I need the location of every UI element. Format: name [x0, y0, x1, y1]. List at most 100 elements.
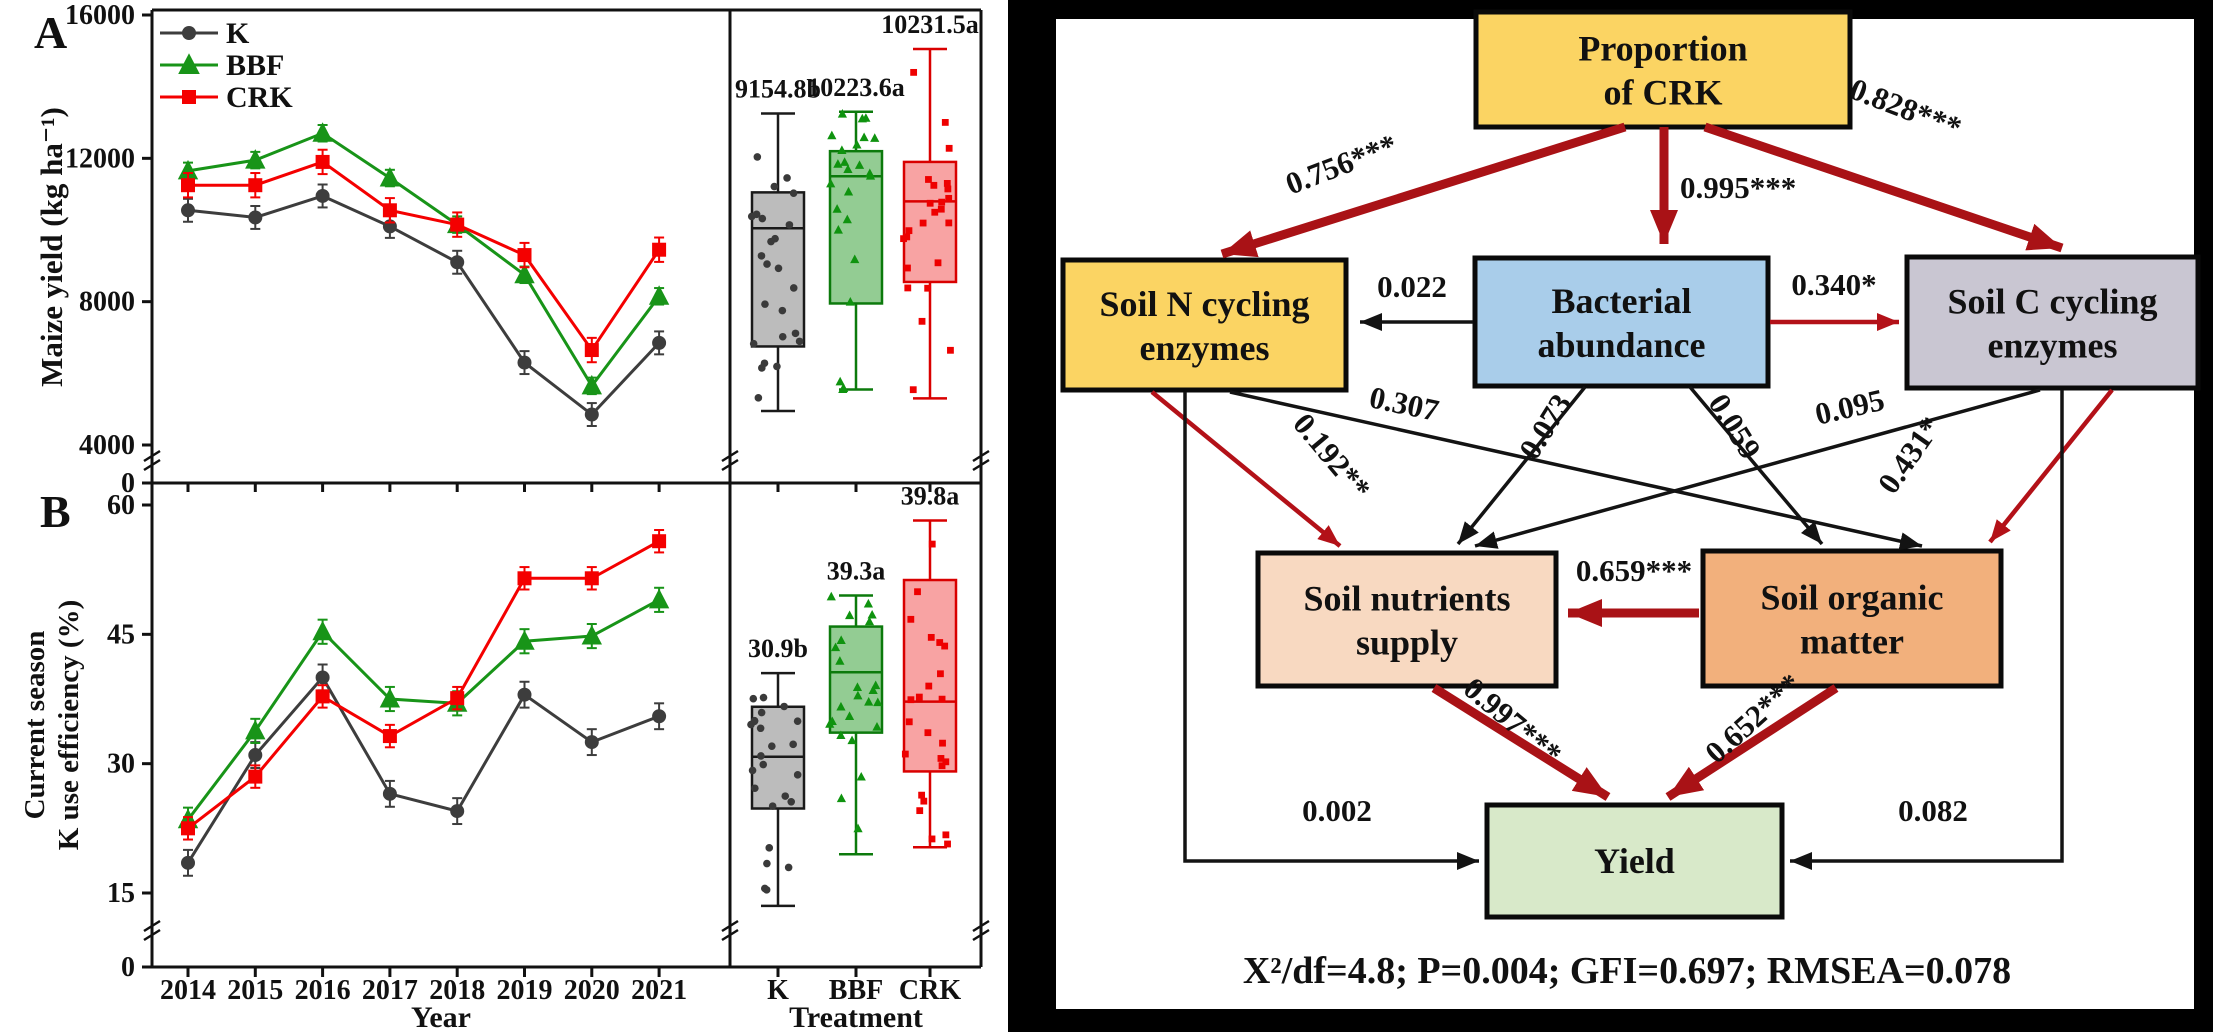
jitter-point [857, 113, 867, 123]
jitter-point [903, 233, 911, 241]
jitter-point [938, 695, 946, 703]
legend-label: K [226, 17, 250, 50]
jitter-point [761, 884, 769, 893]
data-point-K [248, 210, 263, 225]
jitter-point [763, 859, 771, 868]
jitter-point [944, 185, 952, 193]
jitter-point [759, 693, 768, 702]
jitter-point [872, 721, 882, 731]
jitter-point [757, 708, 766, 717]
data-point-BBF [648, 588, 670, 609]
jitter-point [836, 730, 846, 740]
data-point-CRK [382, 729, 397, 744]
jitter-point [927, 633, 935, 641]
sem-path-0.095 [1474, 388, 2041, 549]
treatment-tick-label: BBF [829, 975, 883, 1006]
jitter-point [752, 210, 761, 219]
sem-path-0.431* [1988, 388, 2114, 544]
sem-node-label-soil-n: enzymes [1140, 328, 1270, 368]
jitter-point [757, 752, 765, 760]
sem-coef-label: 0.995*** [1680, 170, 1796, 205]
sem-path-0.828*** [1703, 122, 2064, 253]
jitter-point [835, 656, 845, 665]
jitter-point [757, 252, 766, 260]
axis-line [972, 449, 990, 463]
data-point-K [181, 203, 195, 218]
jitter-point [941, 119, 949, 126]
jitter-point [793, 717, 802, 725]
sem-node-label-nutrients: Soil nutrients [1303, 579, 1510, 619]
jitter-point [750, 717, 759, 726]
jitter-point [837, 145, 847, 155]
sem-node-label-bacterial: abundance [1537, 325, 1705, 365]
jitter-point [759, 760, 768, 769]
jitter-point [938, 198, 946, 206]
jitter-point [925, 176, 932, 183]
jitter-point [785, 221, 794, 229]
jitter-point [827, 716, 837, 726]
treatment-tick-label: K [767, 975, 789, 1006]
year-tick-label: 2018 [429, 975, 485, 1006]
sem-node-label-organic: Soil organic [1760, 578, 1943, 618]
data-point-K [181, 855, 195, 870]
jitter-point [756, 724, 765, 733]
series-line-K [187, 194, 661, 417]
y-tick-label: 30 [107, 749, 135, 780]
jitter-point [761, 300, 769, 308]
data-point-CRK [652, 242, 667, 257]
data-point-K [315, 188, 330, 203]
data-point-CRK [248, 769, 263, 784]
axis-line [143, 449, 161, 463]
jitter-point [795, 337, 804, 346]
year-tick-label: 2014 [160, 975, 216, 1006]
jitter-point [918, 317, 926, 325]
jitter-point [751, 784, 759, 793]
sem-coef-label: 0.340* [1791, 267, 1876, 302]
jitter-point [787, 797, 796, 806]
data-point-BBF [581, 625, 602, 645]
data-point-CRK [181, 178, 195, 193]
jitter-point [767, 237, 775, 246]
data-point-K [652, 335, 667, 350]
jitter-point [758, 214, 767, 223]
data-point-BBF [514, 263, 535, 284]
data-point-BBF [581, 374, 602, 395]
jitter-point [928, 540, 936, 548]
jitter-point [907, 696, 915, 704]
jitter-point [943, 180, 951, 187]
sem-node-label-nutrients: supply [1356, 623, 1458, 663]
jitter-point [864, 616, 875, 626]
jitter-point [871, 680, 881, 690]
data-point-BBF [312, 620, 333, 641]
y-axis-title-a: Maize yield (kg ha⁻¹) [34, 107, 69, 387]
jitter-point [937, 755, 945, 762]
jitter-point [833, 225, 843, 234]
year-tick-label: 2015 [227, 975, 283, 1006]
jitter-point [845, 297, 855, 306]
jitter-point [924, 284, 932, 292]
sem-node-bacterial [1472, 255, 1771, 389]
sem-node-soil-n [1060, 257, 1349, 393]
jitter-point [836, 793, 847, 803]
data-point-CRK [517, 248, 532, 263]
jitter-point [840, 157, 850, 166]
jitter-point [753, 153, 762, 161]
jitter-point [856, 771, 866, 781]
jitter-point [836, 635, 846, 644]
axis-line [143, 928, 161, 942]
jitter-point [918, 791, 926, 799]
axis-line [972, 928, 990, 942]
data-point-CRK [315, 154, 330, 169]
data-point-K [450, 255, 465, 270]
jitter-point [938, 762, 946, 770]
jitter-point [904, 284, 912, 292]
jitter-point [836, 701, 846, 711]
jitter-point [791, 329, 800, 338]
sem-node-label-prop-crk: of CRK [1604, 73, 1723, 113]
jitter-point [854, 160, 865, 169]
jitter-point [749, 694, 758, 703]
jitter-point [926, 199, 934, 207]
box-mean-label: 30.9b [748, 634, 808, 663]
